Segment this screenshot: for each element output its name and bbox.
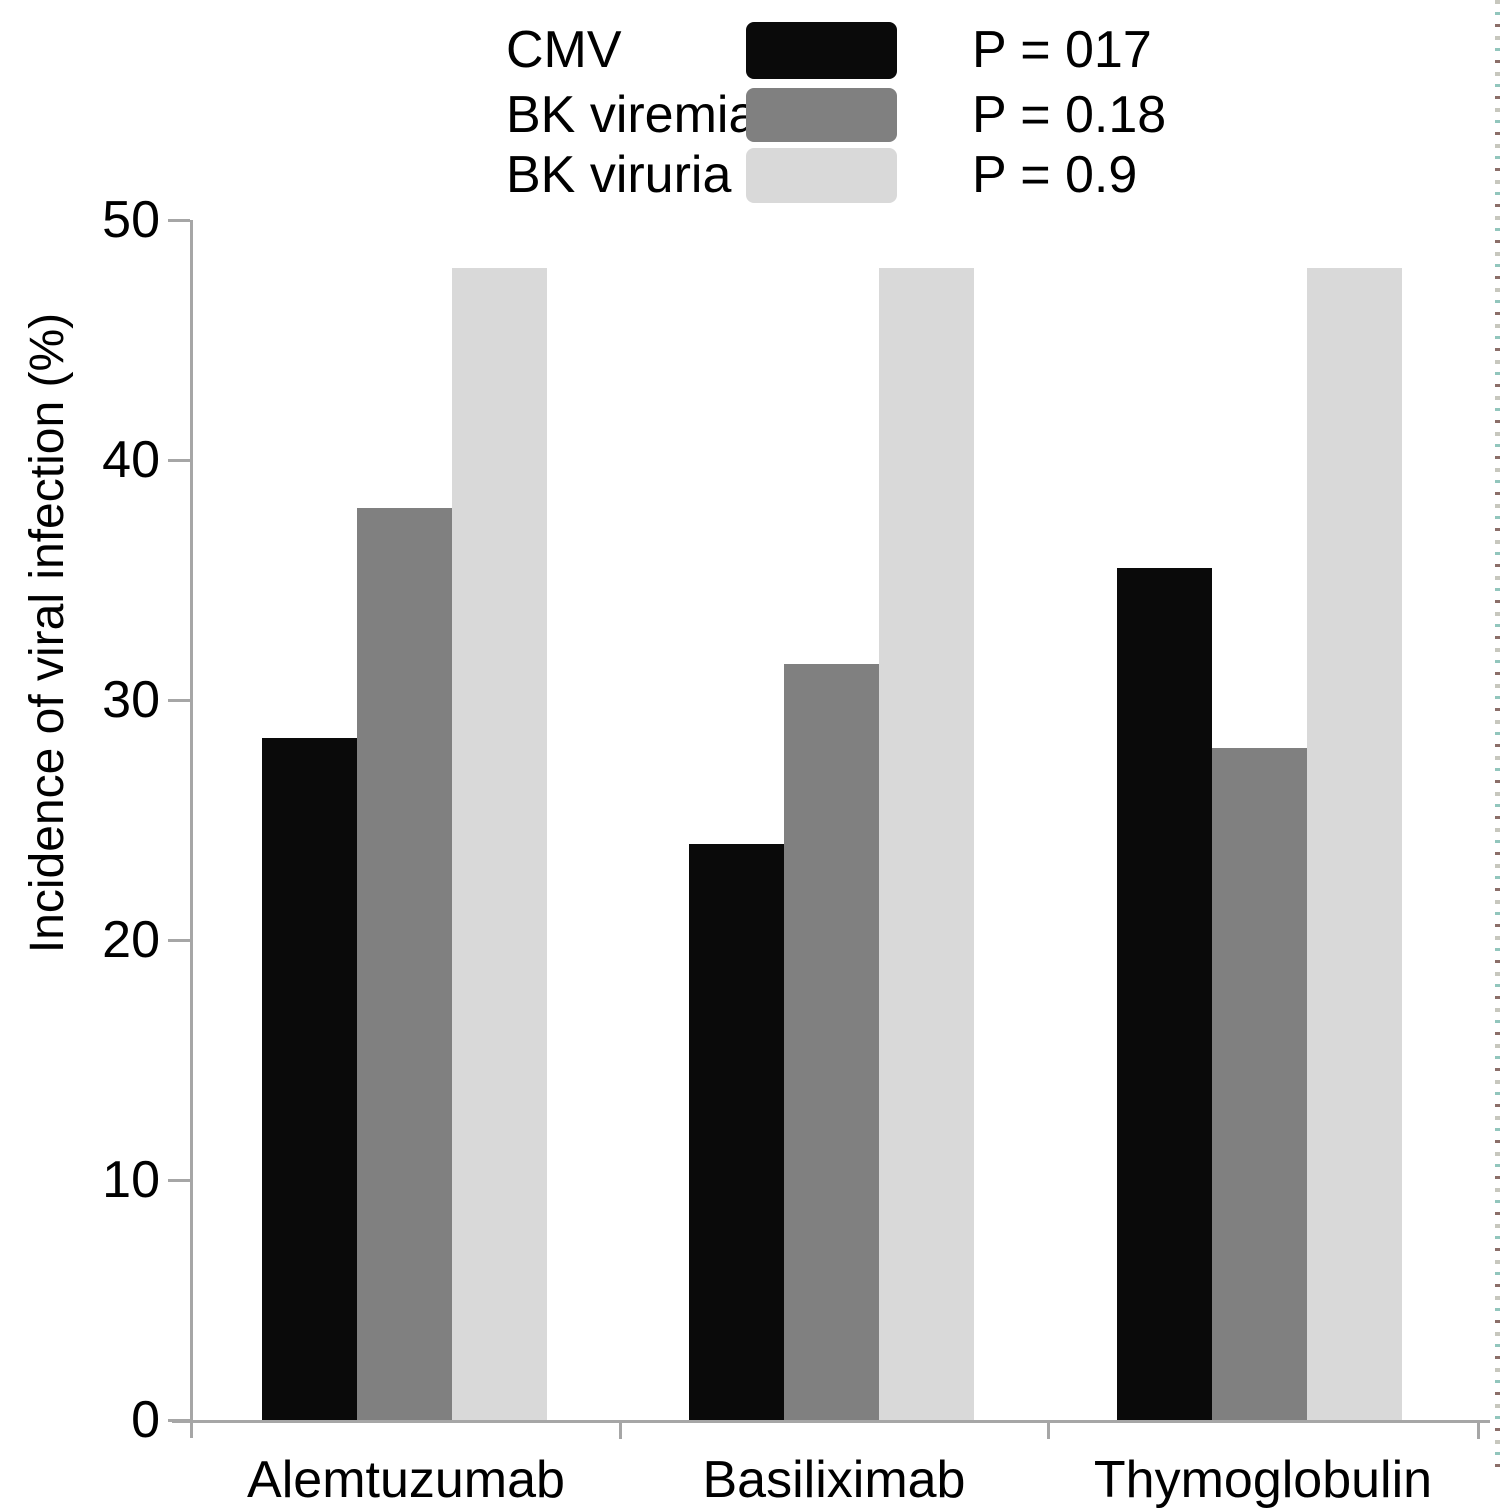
- bar-bk-viremia-thymoglobulin: [1212, 748, 1307, 1420]
- y-tick-label: 30: [102, 671, 160, 729]
- x-axis-line: [172, 1420, 1490, 1423]
- bar-bk-viremia-alemtuzumab: [357, 508, 452, 1420]
- legend-label-bk-viruria: BK viruria: [506, 146, 732, 204]
- y-tick: [168, 1179, 190, 1182]
- category-label-thymoglobulin: Thymoglobulin: [1093, 1451, 1433, 1509]
- legend-swatch-cmv: [746, 22, 897, 79]
- y-tick-label: 10: [102, 1151, 160, 1209]
- legend-label-bk-viremia: BK viremia: [506, 86, 758, 144]
- right-edge-artifact: [1495, 0, 1500, 1470]
- bar-cmv-alemtuzumab: [262, 738, 357, 1420]
- y-axis-line: [190, 220, 193, 1438]
- legend-label-cmv: CMV: [506, 21, 622, 79]
- y-tick-label: 0: [131, 1391, 160, 1449]
- legend-p-value-cmv: P = 017: [972, 21, 1152, 79]
- bar-cmv-thymoglobulin: [1117, 568, 1212, 1420]
- legend-p-value-bk-viruria: P = 0.9: [972, 146, 1138, 204]
- y-tick-label: 40: [102, 431, 160, 489]
- legend-swatch-bk-viruria: [746, 148, 897, 203]
- y-tick-label: 20: [102, 911, 160, 969]
- legend-swatch-bk-viremia: [746, 88, 897, 142]
- bar-bk-viremia-basiliximab: [784, 664, 879, 1420]
- bar-bk-viruria-basiliximab: [879, 268, 974, 1420]
- y-tick: [168, 939, 190, 942]
- y-tick: [168, 1419, 190, 1422]
- bar-bk-viruria-thymoglobulin: [1307, 268, 1402, 1420]
- y-tick-label: 50: [102, 191, 160, 249]
- category-label-basiliximab: Basiliximab: [702, 1451, 966, 1509]
- y-tick: [168, 699, 190, 702]
- y-tick: [168, 459, 190, 462]
- category-label-alemtuzumab: Alemtuzumab: [247, 1451, 565, 1509]
- x-tick: [619, 1422, 622, 1439]
- y-tick: [168, 219, 190, 222]
- x-tick: [1047, 1422, 1050, 1439]
- x-tick: [1477, 1422, 1480, 1439]
- bar-bk-viruria-alemtuzumab: [452, 268, 547, 1420]
- bar-cmv-basiliximab: [689, 844, 784, 1420]
- legend-p-value-bk-viremia: P = 0.18: [972, 86, 1167, 144]
